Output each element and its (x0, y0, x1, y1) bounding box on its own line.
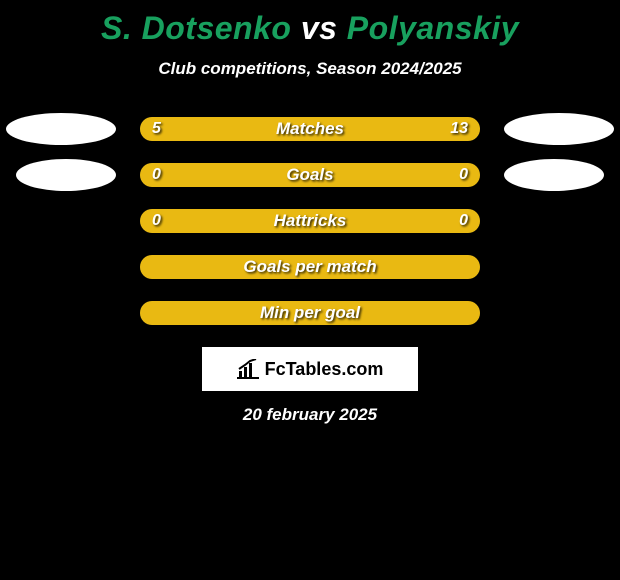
branding-box: FcTables.com (202, 347, 418, 391)
club-badge-right (504, 113, 614, 145)
metric-row: 0 Goals 0 (0, 163, 620, 187)
page-title: S. Dotsenko vs Polyanskiy (0, 0, 620, 47)
bar-left-fill (140, 117, 235, 141)
bar-track (140, 301, 480, 325)
branding-text: FcTables.com (265, 359, 384, 380)
club-badge-left (16, 159, 116, 191)
vs-label: vs (301, 10, 338, 46)
bar-right-fill (310, 301, 480, 325)
metric-rows: 5 Matches 13 0 Goals 0 (0, 117, 620, 325)
metric-row: 0 Hattricks 0 (0, 209, 620, 233)
club-badge-right (504, 159, 604, 191)
bar-left-fill (140, 301, 310, 325)
bar-track (140, 117, 480, 141)
bar-track (140, 255, 480, 279)
bar-right-fill (310, 255, 480, 279)
bar-right-fill (235, 117, 480, 141)
bar-right-fill (310, 209, 480, 233)
metric-row: 5 Matches 13 (0, 117, 620, 141)
bar-right-fill (310, 163, 480, 187)
date-label: 20 february 2025 (0, 405, 620, 425)
chart-icon (237, 359, 259, 379)
bar-left-fill (140, 209, 310, 233)
bar-track (140, 209, 480, 233)
comparison-infographic: S. Dotsenko vs Polyanskiy Club competiti… (0, 0, 620, 580)
club-badge-left (6, 113, 116, 145)
player2-name: Polyanskiy (347, 10, 519, 46)
player1-name: S. Dotsenko (101, 10, 291, 46)
subtitle: Club competitions, Season 2024/2025 (0, 59, 620, 79)
metric-row: Goals per match (0, 255, 620, 279)
bar-track (140, 163, 480, 187)
bar-left-fill (140, 163, 310, 187)
metric-row: Min per goal (0, 301, 620, 325)
bar-left-fill (140, 255, 310, 279)
